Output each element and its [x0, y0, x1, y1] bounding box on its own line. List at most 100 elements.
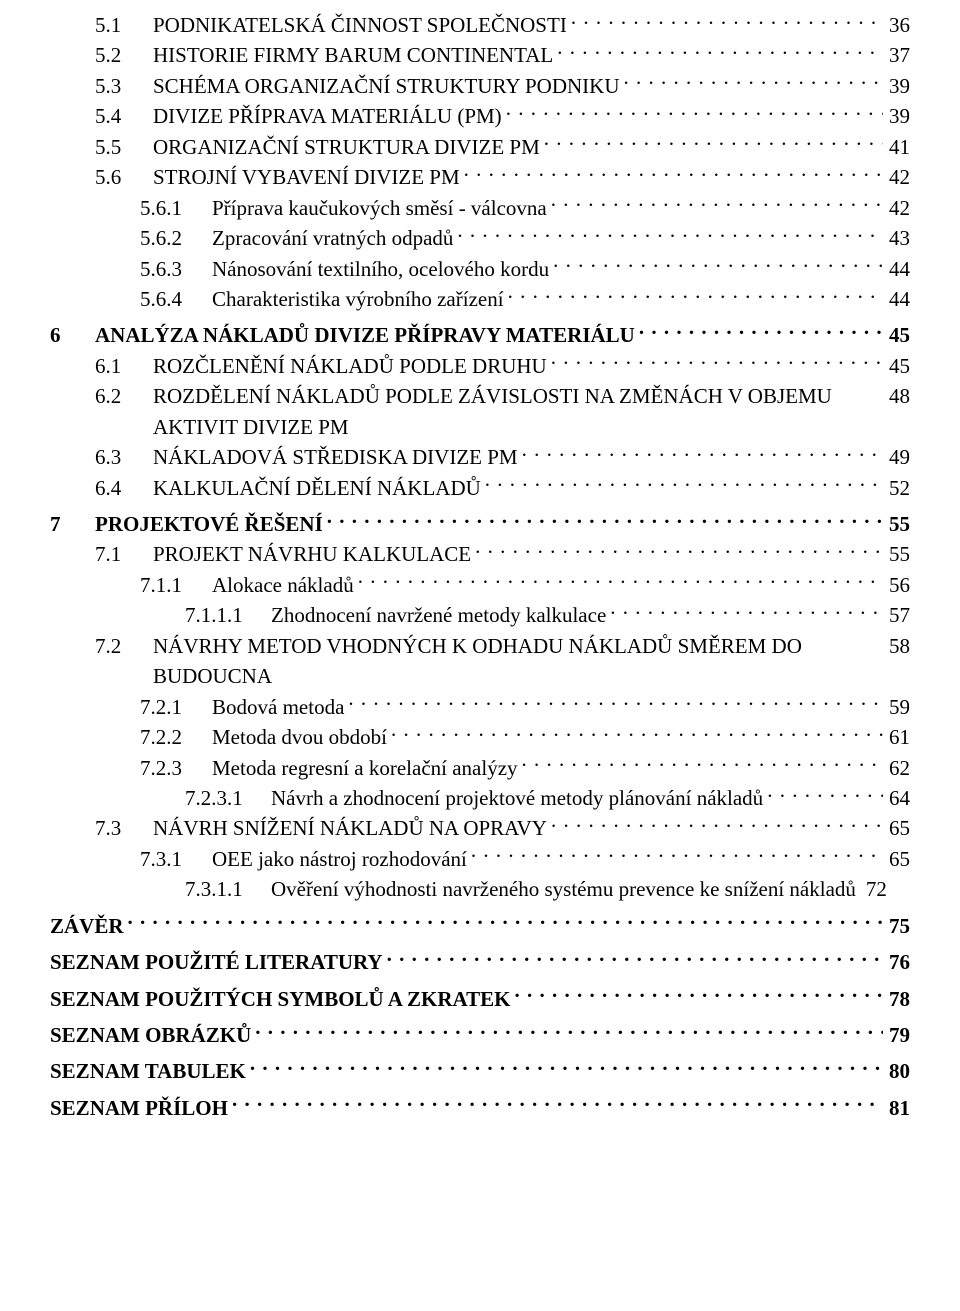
toc-page: 39	[883, 101, 910, 131]
toc-page: 64	[883, 783, 910, 813]
toc-title: Příprava kaučukových směsí - válcovna	[212, 193, 551, 223]
toc-number: 6.4	[95, 473, 153, 503]
toc-entry: 6ANALÝZA NÁKLADŮ DIVIZE PŘÍPRAVY MATERIÁ…	[50, 320, 910, 350]
toc-number: 5.1	[95, 10, 153, 40]
toc-leader	[250, 1057, 883, 1078]
toc-page: 39	[883, 71, 910, 101]
toc-leader	[551, 194, 883, 215]
toc-title: STROJNÍ VYBAVENÍ DIVIZE PM	[153, 162, 464, 192]
toc-number: 7.1.1.1	[185, 600, 271, 630]
toc-entry: 7.2NÁVRHY METOD VHODNÝCH K ODHADU NÁKLAD…	[50, 631, 910, 692]
toc-title: Charakteristika výrobního zařízení	[212, 284, 508, 314]
toc-page: 42	[883, 193, 910, 223]
toc-page: 55	[883, 509, 910, 539]
toc-title: Nánosování textilního, ocelového kordu	[212, 254, 553, 284]
toc-entry: 5.6.3Nánosování textilního, ocelového ko…	[50, 254, 910, 284]
toc-number: 5.2	[95, 40, 153, 70]
toc-leader	[348, 693, 883, 714]
toc-number: 6.1	[95, 351, 153, 381]
toc-title: ANALÝZA NÁKLADŮ DIVIZE PŘÍPRAVY MATERIÁL…	[95, 320, 639, 350]
toc-title: PROJEKT NÁVRHU KALKULACE	[153, 539, 475, 569]
toc-title: SEZNAM OBRÁZKŮ	[50, 1020, 255, 1050]
toc-page: 61	[883, 722, 910, 752]
toc-title: SEZNAM TABULEK	[50, 1056, 250, 1086]
toc-page: 81	[883, 1093, 910, 1123]
toc-page: 42	[883, 162, 910, 192]
table-of-contents: 5.1PODNIKATELSKÁ ČINNOST SPOLEČNOSTI365.…	[50, 10, 910, 1123]
toc-title: Zhodnocení navržené metody kalkulace	[271, 600, 610, 630]
toc-entry: SEZNAM POUŽITÉ LITERATURY 76	[50, 947, 910, 977]
toc-number: 6	[50, 320, 95, 350]
toc-number: 7.2.3	[140, 753, 212, 783]
toc-leader	[232, 1094, 883, 1115]
toc-title: ROZDĚLENÍ NÁKLADŮ PODLE ZÁVISLOSTI NA ZM…	[153, 381, 883, 442]
toc-entry: ZÁVĚR 75	[50, 911, 910, 941]
toc-title: ZÁVĚR	[50, 911, 128, 941]
toc-title: Alokace nákladů	[212, 570, 358, 600]
toc-title: SCHÉMA ORGANIZAČNÍ STRUKTURY PODNIKU	[153, 71, 624, 101]
toc-entry: SEZNAM PŘÍLOH81	[50, 1093, 910, 1123]
toc-title: Zpracování vratných odpadů	[212, 223, 457, 253]
toc-page: 72	[860, 874, 887, 904]
toc-page: 76	[883, 947, 910, 977]
toc-page: 49	[883, 442, 910, 472]
toc-page: 45	[883, 351, 910, 381]
toc-title: SEZNAM POUŽITÉ LITERATURY	[50, 947, 387, 977]
toc-number: 5.3	[95, 71, 153, 101]
toc-entry: 6.4KALKULAČNÍ DĚLENÍ NÁKLADŮ52	[50, 473, 910, 503]
toc-leader	[508, 285, 883, 306]
toc-leader	[506, 102, 883, 123]
toc-title: Návrh a zhodnocení projektové metody plá…	[271, 783, 767, 813]
toc-number: 5.6.1	[140, 193, 212, 223]
toc-page: 52	[883, 473, 910, 503]
toc-entry: SEZNAM TABULEK80	[50, 1056, 910, 1086]
toc-title: NÁKLADOVÁ STŘEDISKA DIVIZE PM	[153, 442, 522, 472]
toc-leader	[522, 443, 883, 464]
toc-page: 55	[883, 539, 910, 569]
toc-title: Metoda dvou období	[212, 722, 391, 752]
toc-page: 57	[883, 600, 910, 630]
toc-entry: 6.3NÁKLADOVÁ STŘEDISKA DIVIZE PM49	[50, 442, 910, 472]
toc-title: ROZČLENĚNÍ NÁKLADŮ PODLE DRUHU	[153, 351, 551, 381]
toc-entry: 7PROJEKTOVÉ ŘEŠENÍ 55	[50, 509, 910, 539]
toc-number: 7.2.2	[140, 722, 212, 752]
toc-number: 5.5	[95, 132, 153, 162]
toc-entry: 7.3NÁVRH SNÍŽENÍ NÁKLADŮ NA OPRAVY65	[50, 813, 910, 843]
toc-title: NÁVRHY METOD VHODNÝCH K ODHADU NÁKLADŮ S…	[153, 631, 883, 692]
toc-number: 7	[50, 509, 95, 539]
toc-entry: 7.1PROJEKT NÁVRHU KALKULACE 55	[50, 539, 910, 569]
toc-page: 75	[883, 911, 910, 941]
toc-entry: 7.2.3.1Návrh a zhodnocení projektové met…	[50, 783, 910, 813]
toc-page: 59	[883, 692, 910, 722]
toc-leader	[255, 1021, 883, 1042]
toc-page: 65	[883, 844, 910, 874]
toc-title: SEZNAM POUŽITÝCH SYMBOLŮ A ZKRATEK	[50, 984, 515, 1014]
toc-number: 7.1	[95, 539, 153, 569]
toc-entry: 5.4DIVIZE PŘÍPRAVA MATERIÁLU (PM)39	[50, 101, 910, 131]
toc-entry: 5.6STROJNÍ VYBAVENÍ DIVIZE PM 42	[50, 162, 910, 192]
toc-number: 7.2.3.1	[185, 783, 271, 813]
toc-leader	[624, 72, 883, 93]
toc-entry: 6.1ROZČLENĚNÍ NÁKLADŮ PODLE DRUHU 45	[50, 351, 910, 381]
toc-number: 7.2	[95, 631, 153, 661]
toc-title: PODNIKATELSKÁ ČINNOST SPOLEČNOSTI	[153, 10, 571, 40]
toc-leader	[551, 814, 883, 835]
toc-leader	[522, 754, 883, 775]
toc-page: 45	[883, 320, 910, 350]
toc-leader	[571, 11, 883, 32]
toc-title: HISTORIE FIRMY BARUM CONTINENTAL	[153, 40, 557, 70]
toc-number: 7.3.1	[140, 844, 212, 874]
toc-entry: 7.3.1OEE jako nástroj rozhodování65	[50, 844, 910, 874]
toc-number: 5.6	[95, 162, 153, 192]
toc-title: PROJEKTOVÉ ŘEŠENÍ	[95, 509, 327, 539]
toc-leader	[767, 784, 883, 805]
toc-leader	[515, 985, 883, 1006]
toc-entry: 7.2.1Bodová metoda59	[50, 692, 910, 722]
toc-leader	[639, 321, 883, 342]
toc-leader	[544, 133, 883, 154]
toc-page: 37	[883, 40, 910, 70]
toc-leader	[471, 845, 883, 866]
toc-title: DIVIZE PŘÍPRAVA MATERIÁLU (PM)	[153, 101, 506, 131]
toc-leader	[610, 601, 883, 622]
toc-number: 7.3	[95, 813, 153, 843]
